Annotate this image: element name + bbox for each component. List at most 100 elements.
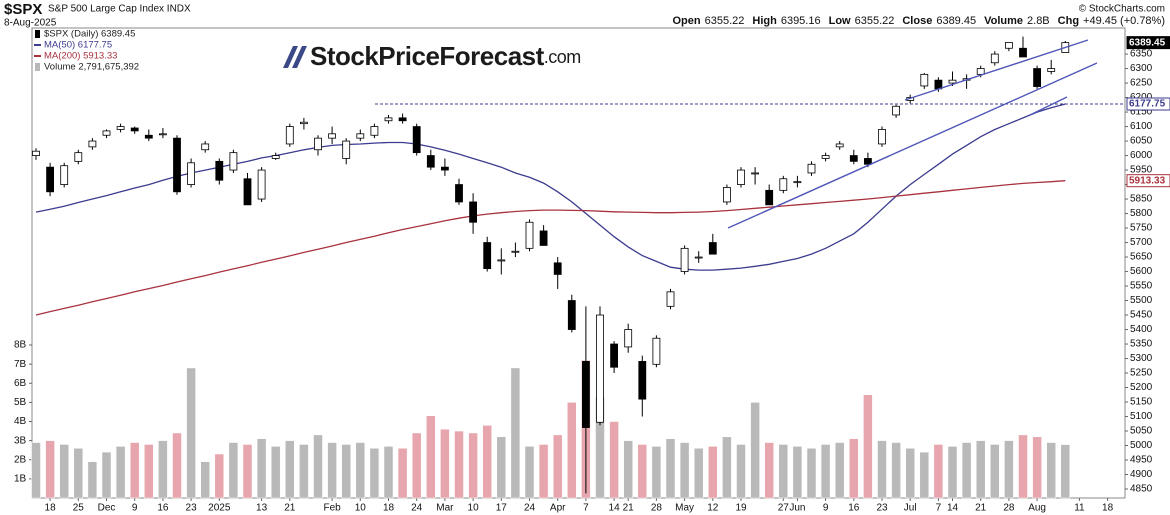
legend-swatch (35, 63, 40, 71)
volume-bar (1046, 442, 1056, 499)
candle-body (398, 117, 407, 122)
candle-body (60, 165, 69, 185)
candle-body (821, 155, 830, 159)
volume-bar (623, 440, 633, 499)
volume-bar (59, 444, 69, 499)
logo-main: StockPriceForecast (310, 41, 545, 71)
x-tick-label: May (675, 503, 694, 514)
volume-bar (863, 394, 873, 499)
volume-bar (454, 430, 464, 499)
candle-body (948, 79, 957, 84)
candle-body (539, 230, 548, 246)
volume-bar (129, 442, 140, 499)
volume-bar (144, 444, 154, 499)
volume-bar (115, 446, 126, 499)
candle-body (652, 337, 661, 365)
candle-body (737, 169, 745, 185)
chart-title: $SPX (4, 1, 42, 18)
candle-body (596, 314, 604, 423)
y-tick-label: 6100 (1130, 121, 1153, 132)
y-tick-label: 6150 (1130, 107, 1153, 118)
candle-body (624, 329, 633, 348)
volume-bar (665, 438, 676, 499)
volume-bar (158, 440, 168, 499)
candle-body (215, 160, 224, 181)
volume-bar (299, 444, 309, 499)
trend-line (727, 62, 1098, 229)
volume-bar (552, 434, 563, 499)
x-tick-label: 23 (876, 503, 888, 514)
value-tag: 6177.75 (1129, 99, 1166, 110)
volume-bar (933, 444, 944, 499)
quote-value: 2.8B (1027, 15, 1050, 27)
candle-body (1005, 42, 1013, 49)
volume-bar (369, 448, 380, 499)
volume-bar (482, 425, 492, 499)
candle-body (1047, 68, 1056, 72)
chart-date: 8-Aug-2025 (4, 18, 57, 29)
x-tick-label: 19 (735, 503, 747, 514)
x-tick-label: 28 (651, 503, 663, 514)
x-tick-label: 27 (778, 503, 790, 514)
candle-body (878, 129, 886, 145)
y-tick-label: 5950 (1130, 165, 1153, 176)
volume-bar (834, 442, 845, 499)
candle-body (173, 137, 181, 193)
candle-body (835, 143, 844, 148)
chart-subtitle: S&P 500 Large Cap Index INDX (48, 4, 191, 15)
logo-icon (283, 46, 307, 68)
y-tick-label: 5350 (1130, 339, 1153, 350)
quote-label: High (752, 15, 777, 27)
legend-label: $SPX (Daily) 6389.45 (44, 29, 135, 40)
candle-body (497, 259, 506, 262)
volume-bar (524, 446, 535, 499)
volume-bar (806, 448, 817, 499)
volume-tick-label: 2B (14, 454, 27, 465)
candle-body (412, 126, 421, 154)
volume-bar (891, 442, 901, 499)
x-tick-label: 28 (1003, 503, 1015, 514)
volume-tick-label: 8B (14, 340, 27, 351)
volume-bar (679, 442, 690, 499)
candle-body (666, 291, 675, 307)
y-tick-label: 5650 (1130, 252, 1153, 263)
candle-body (130, 127, 139, 132)
candle-body (723, 187, 731, 203)
volume-bar (736, 444, 746, 499)
candle-body (46, 166, 54, 193)
y-tick-label: 4900 (1130, 469, 1153, 480)
volume-bar (256, 438, 267, 499)
x-tick-label: 14 (947, 503, 959, 514)
volume-bar (426, 415, 436, 499)
x-tick-label: 17 (496, 503, 508, 514)
candle-body (751, 172, 759, 175)
logo-text: StockPriceForecast.com (310, 41, 581, 71)
x-tick-label: 18 (45, 503, 57, 514)
x-tick-label: 21 (975, 503, 987, 514)
candle-body (158, 133, 167, 136)
quote-value: +49.45 (+0.78%) (1083, 15, 1165, 27)
volume-bar (186, 367, 196, 499)
trend-lines (727, 39, 1098, 229)
x-tick-label: 9 (823, 503, 829, 514)
y-tick-label: 5550 (1130, 281, 1153, 292)
candle-body (511, 250, 520, 253)
x-tick-label: 23 (186, 503, 198, 514)
volume-bar (750, 402, 760, 499)
volume-bar (313, 434, 323, 499)
y-tick-label: 5400 (1130, 324, 1153, 335)
candle-body (102, 130, 111, 136)
candle-body (88, 140, 97, 148)
x-tick-label: 18 (383, 503, 395, 514)
moving-average (35, 103, 1066, 271)
volume-bar (947, 446, 958, 499)
plot-frame (31, 27, 1126, 499)
candle-body (328, 133, 337, 139)
x-tick-label: 18 (1102, 503, 1114, 514)
volume-bar (637, 444, 648, 499)
y-tick-label: 5050 (1130, 426, 1153, 437)
candle-body (680, 247, 689, 272)
x-tick-label: 7 (583, 503, 589, 514)
x-tick-label: 25 (73, 503, 85, 514)
